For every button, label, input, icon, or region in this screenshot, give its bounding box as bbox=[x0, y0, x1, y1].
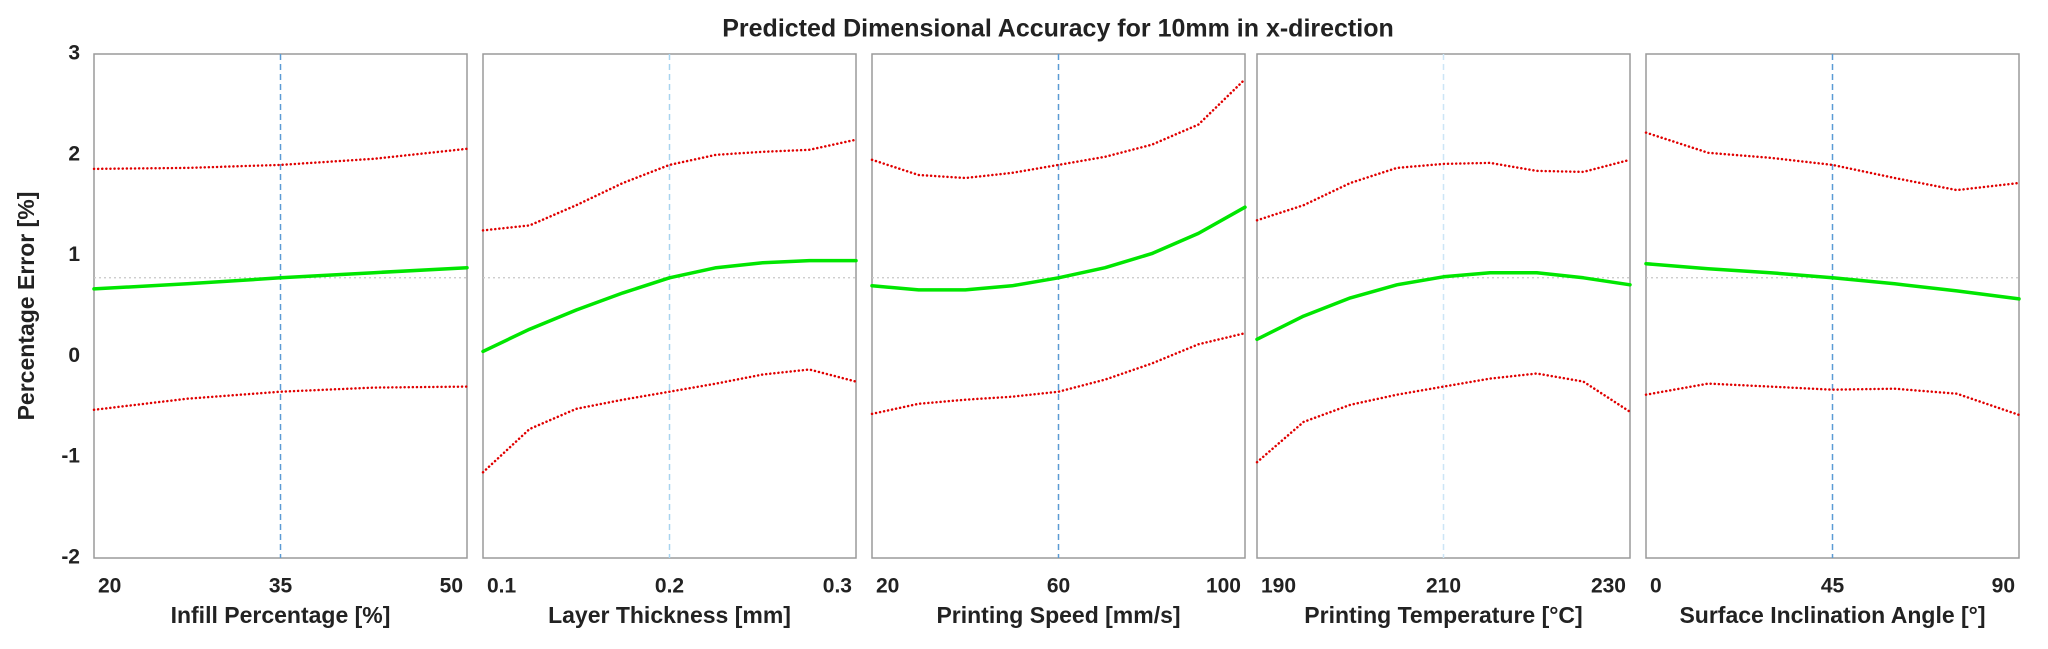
x-tick-label: 20 bbox=[98, 575, 121, 598]
x-tick-label: 190 bbox=[1261, 575, 1296, 598]
chart-title: Predicted Dimensional Accuracy for 10mm … bbox=[722, 15, 1394, 43]
prediction-line bbox=[481, 258, 858, 354]
x-axis-label: Layer Thickness [mm] bbox=[548, 602, 791, 628]
confidence-bound bbox=[1644, 382, 2021, 417]
confidence-bound bbox=[481, 368, 858, 474]
x-tick-label: 0.3 bbox=[823, 575, 852, 598]
confidence-bound bbox=[92, 147, 469, 171]
x-axis-label: Printing Temperature [°C] bbox=[1304, 602, 1582, 628]
prediction-line bbox=[92, 265, 469, 291]
confidence-bound bbox=[870, 77, 1247, 180]
y-tick-label: 0 bbox=[68, 344, 80, 367]
x-tick-label: 35 bbox=[269, 575, 293, 598]
prediction-line bbox=[1255, 270, 1632, 342]
y-tick-label: 3 bbox=[68, 42, 80, 65]
confidence-bound bbox=[870, 331, 1247, 416]
x-tick-label: 0.2 bbox=[655, 575, 684, 598]
confidence-bound bbox=[92, 385, 469, 412]
confidence-bound bbox=[1255, 158, 1632, 222]
x-tick-label: 210 bbox=[1426, 575, 1461, 598]
x-axis-label: Surface Inclination Angle [°] bbox=[1679, 602, 1985, 628]
y-tick-label: 1 bbox=[68, 243, 80, 266]
x-tick-label: 20 bbox=[876, 575, 899, 598]
x-tick-label: 0.1 bbox=[487, 575, 517, 598]
x-tick-label: 230 bbox=[1591, 575, 1626, 598]
x-tick-label: 90 bbox=[1992, 575, 2015, 598]
x-tick-label: 45 bbox=[1821, 575, 1845, 598]
y-tick-label: -1 bbox=[61, 445, 80, 468]
confidence-bound bbox=[1644, 131, 2021, 192]
x-tick-label: 50 bbox=[440, 575, 463, 598]
x-tick-label: 100 bbox=[1206, 575, 1241, 598]
x-tick-label: 0 bbox=[1650, 575, 1662, 598]
prediction-line bbox=[1644, 261, 2021, 301]
y-tick-label: 2 bbox=[68, 142, 80, 165]
confidence-bound bbox=[481, 138, 858, 232]
y-tick-label: -2 bbox=[61, 546, 80, 569]
x-tick-label: 60 bbox=[1047, 575, 1070, 598]
prediction-line bbox=[870, 205, 1247, 292]
x-axis-label: Infill Percentage [%] bbox=[171, 602, 391, 628]
confidence-bound bbox=[1255, 372, 1632, 464]
y-axis-label: Percentage Error [%] bbox=[13, 192, 39, 421]
x-axis-label: Printing Speed [mm/s] bbox=[936, 602, 1180, 628]
